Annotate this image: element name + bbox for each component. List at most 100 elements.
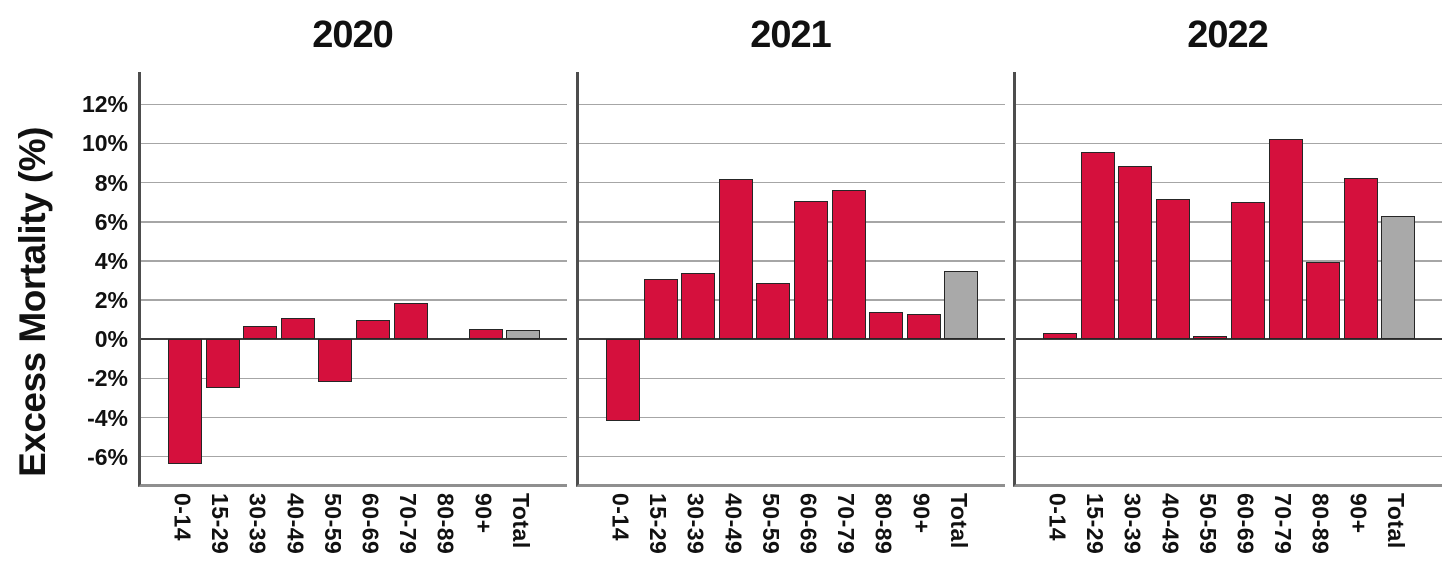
bar-2022-80-89 xyxy=(1306,261,1341,340)
x-tick-label-0-14: 0-14 xyxy=(1044,493,1071,542)
x-tick-label-60-69: 60-69 xyxy=(795,493,822,555)
x-tick-label-0-14: 0-14 xyxy=(607,493,634,542)
bar-2020-15-29 xyxy=(205,339,240,389)
gridline xyxy=(579,416,1005,419)
bar-2020-Total xyxy=(506,330,541,340)
gridline xyxy=(1016,142,1442,145)
panel-title-2020: 2020 xyxy=(312,14,394,56)
panel-title-2022: 2022 xyxy=(1187,14,1269,56)
gridline xyxy=(141,455,567,458)
y-tick-label-12%: 12% xyxy=(81,91,128,118)
y-tick-label--6%: -6% xyxy=(87,443,128,470)
gridline xyxy=(141,181,567,184)
zero-line xyxy=(141,337,567,341)
x-tick-label-50-59: 50-59 xyxy=(319,493,346,555)
gridline xyxy=(141,299,567,301)
x-tick-label-90+: 90+ xyxy=(908,493,935,534)
bar-2020-40-49 xyxy=(280,317,315,340)
y-tick-label--4%: -4% xyxy=(87,404,128,431)
panel-2020: 2020 0-14 15-29 30-39 40-49 50-59 60-69 70-79 8… xyxy=(82,14,567,554)
x-tick-label-80-89: 80-89 xyxy=(432,493,459,555)
gridline xyxy=(579,260,1005,262)
bar-2021-50-59 xyxy=(756,283,791,340)
bar-2022-90+ xyxy=(1343,177,1378,340)
gridline xyxy=(579,103,1005,106)
gridline xyxy=(141,103,567,106)
panel-2021: 2021 0-14 15-29 30-39 40-49 50-59 60-69 70-79 8… xyxy=(576,14,1005,554)
panel-title-2021: 2021 xyxy=(750,14,832,56)
x-tick-label-15-29: 15-29 xyxy=(1082,493,1109,555)
x-tick-label-40-49: 40-49 xyxy=(1157,493,1184,555)
x-tick-label-80-89: 80-89 xyxy=(1307,493,1334,555)
zero-line xyxy=(579,337,1005,341)
x-tick-label-60-69: 60-69 xyxy=(1232,493,1259,555)
x-tick-label-Total: Total xyxy=(1382,493,1409,549)
x-tick-label-70-79: 70-79 xyxy=(395,493,422,555)
x-tick-label-Total: Total xyxy=(507,493,534,549)
gridline xyxy=(579,221,1005,223)
bar-2020-90+ xyxy=(468,329,503,340)
gridline xyxy=(1016,181,1442,184)
x-tick-label-Total: Total xyxy=(945,493,972,549)
gridline xyxy=(141,142,567,145)
bar-2021-0-14 xyxy=(606,339,640,422)
bar-2020-0-14 xyxy=(168,339,202,465)
x-tick-label-50-59: 50-59 xyxy=(757,493,784,555)
gridline xyxy=(141,221,567,223)
gridline xyxy=(579,377,1005,380)
bar-2021-15-29 xyxy=(643,278,678,340)
x-tick-label-70-79: 70-79 xyxy=(833,493,860,555)
x-tick-label-0-14: 0-14 xyxy=(169,493,196,542)
x-tick-label-30-39: 30-39 xyxy=(244,493,271,555)
x-tick-label-40-49: 40-49 xyxy=(720,493,747,555)
panel-2022: 2022 0-14 15-29 30-39 40-49 50-59 60-69 70-79 8… xyxy=(1013,14,1442,554)
gridline xyxy=(579,455,1005,458)
zero-line xyxy=(1016,337,1442,341)
bar-2022-70-79 xyxy=(1268,138,1303,340)
plot-area-2020 xyxy=(138,72,567,487)
gridline xyxy=(579,181,1005,184)
x-tick-label-70-79: 70-79 xyxy=(1270,493,1297,555)
x-tick-label-15-29: 15-29 xyxy=(645,493,672,555)
y-tick-label-6%: 6% xyxy=(94,208,128,235)
bar-2022-Total xyxy=(1381,215,1416,340)
x-tick-label-15-29: 15-29 xyxy=(207,493,234,555)
bar-2021-40-49 xyxy=(718,178,753,340)
bar-2021-90+ xyxy=(906,313,941,340)
plot-area-2022 xyxy=(1013,72,1442,487)
y-tick-label-4%: 4% xyxy=(94,247,128,274)
bar-2020-70-79 xyxy=(393,302,428,340)
bar-2021-70-79 xyxy=(831,190,866,340)
x-tick-label-90+: 90+ xyxy=(470,493,497,534)
gridline xyxy=(141,377,567,380)
gridline xyxy=(579,142,1005,145)
bar-2022-30-39 xyxy=(1118,165,1153,340)
gridline xyxy=(1016,103,1442,106)
gridline xyxy=(141,416,567,419)
gridline xyxy=(1016,260,1442,262)
x-tick-label-80-89: 80-89 xyxy=(870,493,897,555)
gridline xyxy=(1016,221,1442,223)
bar-2022-50-59 xyxy=(1193,336,1228,340)
y-axis-title: Excess Mortality (%) xyxy=(12,127,53,477)
gridline xyxy=(1016,455,1442,458)
y-tick-label-10%: 10% xyxy=(81,130,128,157)
gridline xyxy=(579,299,1005,301)
y-tick-label--2%: -2% xyxy=(87,365,128,392)
bar-2021-Total xyxy=(944,270,979,340)
bar-2022-60-69 xyxy=(1231,202,1265,340)
gridline xyxy=(1016,299,1442,301)
x-tick-label-90+: 90+ xyxy=(1345,493,1372,534)
x-tick-label-30-39: 30-39 xyxy=(1119,493,1146,555)
y-tick-label-2%: 2% xyxy=(94,287,128,314)
y-tick-label-8%: 8% xyxy=(94,169,128,196)
bar-2021-30-39 xyxy=(681,272,716,340)
bar-2020-30-39 xyxy=(243,325,278,340)
bar-2022-15-29 xyxy=(1080,152,1115,340)
bar-2020-60-69 xyxy=(356,319,390,340)
bar-2022-0-14 xyxy=(1043,333,1077,340)
gridline xyxy=(141,260,567,262)
x-tick-label-60-69: 60-69 xyxy=(357,493,384,555)
gridline xyxy=(1016,377,1442,380)
